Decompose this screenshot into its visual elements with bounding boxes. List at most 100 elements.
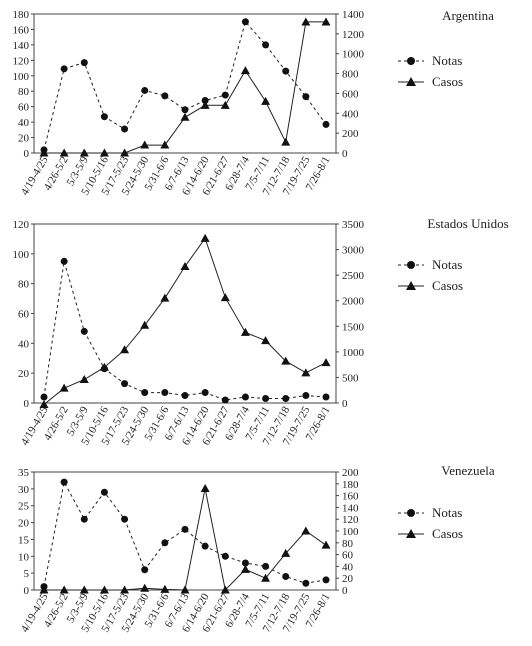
right-tick-label: 2500 — [342, 270, 365, 282]
chart-title: Venezuela — [441, 463, 495, 478]
data-point-casos — [39, 400, 49, 409]
data-point-notas — [322, 576, 330, 584]
left-tick-label: 120 — [13, 55, 30, 67]
data-point-notas — [141, 566, 149, 574]
data-point-casos — [321, 358, 331, 367]
data-point-casos — [99, 362, 109, 371]
plot-frame — [33, 223, 337, 404]
left-tick-label: 20 — [18, 518, 30, 530]
data-point-casos — [120, 148, 130, 157]
series-line-notas — [43, 20, 327, 151]
data-point-notas — [60, 257, 68, 265]
data-point-notas — [302, 93, 310, 101]
data-point-notas — [322, 120, 330, 128]
data-point-casos — [140, 320, 150, 329]
data-point-notas — [80, 327, 88, 335]
data-point-notas — [262, 41, 270, 49]
data-point-casos — [281, 137, 291, 146]
right-tick-label: 140 — [342, 502, 359, 514]
data-point-notas — [161, 92, 169, 100]
data-point-casos — [39, 585, 49, 594]
x-tick-label: 4/19-4/25 — [19, 591, 51, 634]
left-tick-label: 60 — [18, 102, 30, 114]
data-point-notas — [100, 113, 108, 121]
legend-label: Notas — [432, 53, 462, 68]
data-point-notas — [241, 18, 249, 26]
left-tick-label: 80 — [18, 279, 30, 291]
data-point-casos — [180, 261, 190, 270]
data-point-casos — [120, 345, 130, 354]
data-point-casos — [120, 585, 130, 594]
right-tick-label: 3500 — [342, 219, 365, 231]
data-point-casos — [261, 336, 271, 345]
series-line-notas — [43, 480, 327, 587]
data-point-casos — [39, 148, 49, 157]
left-tick-label: 120 — [13, 219, 30, 231]
legend-label: Notas — [432, 505, 462, 520]
right-tick-label: 500 — [342, 372, 359, 384]
data-point-casos — [281, 548, 291, 557]
data-point-notas — [201, 389, 209, 397]
data-point-casos — [220, 585, 230, 594]
data-point-casos — [240, 66, 250, 75]
data-point-casos — [59, 585, 69, 594]
right-tick-label: 1000 — [342, 49, 365, 61]
data-point-notas — [100, 488, 108, 496]
left-tick-label: 0 — [24, 585, 30, 597]
data-point-casos — [220, 100, 230, 109]
right-tick-label: 40 — [342, 561, 354, 573]
data-point-notas — [141, 389, 149, 397]
right-tick-label: 0 — [342, 398, 348, 410]
data-point-casos — [160, 140, 170, 149]
data-point-casos — [301, 17, 311, 26]
data-point-notas — [221, 396, 229, 404]
x-tick-label: 4/19-4/25 — [19, 404, 51, 447]
left-tick-label: 0 — [24, 398, 30, 410]
right-tick-label: 80 — [342, 538, 354, 550]
data-point-notas — [302, 579, 310, 587]
legend-marker-casos — [406, 281, 416, 290]
left-tick-label: 35 — [18, 467, 30, 479]
data-point-casos — [59, 148, 69, 157]
data-point-notas — [80, 515, 88, 523]
data-point-notas — [181, 525, 189, 533]
right-tick-label: 60 — [342, 550, 354, 562]
data-point-casos — [261, 573, 271, 582]
right-tick-label: 20 — [342, 573, 354, 585]
data-point-notas — [241, 559, 249, 567]
data-point-casos — [321, 17, 331, 26]
legend-label: Casos — [432, 526, 463, 541]
data-point-casos — [59, 383, 69, 392]
data-point-notas — [282, 573, 290, 581]
legend-marker-notas — [407, 57, 415, 65]
left-tick-label: 100 — [13, 71, 30, 83]
right-tick-label: 0 — [342, 585, 348, 597]
data-point-casos — [200, 233, 210, 242]
right-tick-label: 1000 — [342, 347, 365, 359]
data-point-notas — [282, 395, 290, 403]
legend-marker-casos — [406, 529, 416, 538]
left-tick-label: 40 — [18, 117, 30, 129]
right-tick-label: 120 — [342, 514, 359, 526]
left-tick-label: 15 — [18, 534, 30, 546]
right-tick-label: 160 — [342, 491, 359, 503]
legend-label: Casos — [432, 278, 463, 293]
left-tick-label: 25 — [18, 501, 30, 513]
data-point-notas — [121, 125, 129, 133]
legend-label: Notas — [432, 257, 462, 272]
right-tick-label: 200 — [342, 467, 359, 479]
data-point-casos — [99, 148, 109, 157]
data-point-casos — [240, 564, 250, 573]
data-point-casos — [281, 356, 291, 365]
legend-label: Casos — [432, 74, 463, 89]
data-point-casos — [180, 112, 190, 121]
plot-frame — [33, 13, 337, 154]
left-tick-label: 160 — [13, 24, 30, 36]
data-point-casos — [79, 374, 89, 383]
data-point-casos — [79, 148, 89, 157]
right-tick-label: 1500 — [342, 321, 365, 333]
right-tick-label: 200 — [342, 128, 359, 140]
data-point-casos — [140, 140, 150, 149]
right-tick-label: 2000 — [342, 296, 365, 308]
data-point-casos — [160, 584, 170, 593]
